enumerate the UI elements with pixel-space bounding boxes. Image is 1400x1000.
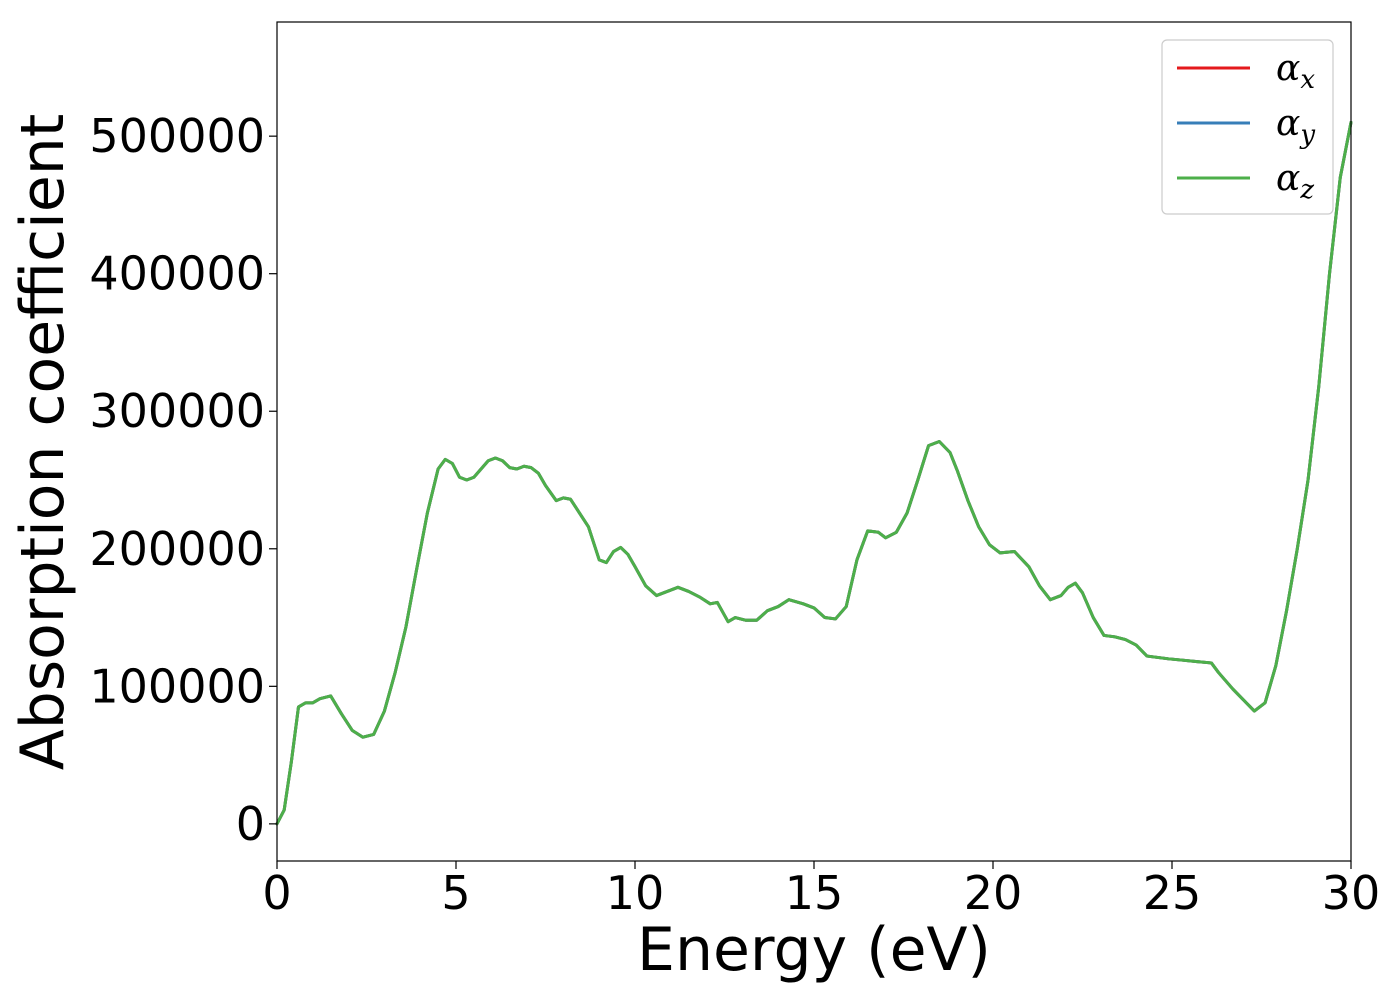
legend-label-y: αy [1276,103,1315,150]
legend-label-x: αx [1276,48,1315,95]
y-tick-label: 0 [236,797,265,851]
x-tick-label: 30 [1322,866,1381,920]
y-axis-label: Absorption coefficient [8,114,78,771]
x-tick-label: 15 [785,866,844,920]
legend-box [1161,39,1334,215]
y-tick-label: 500000 [89,109,265,163]
y-tick-label: 400000 [89,247,265,301]
x-tick-label: 5 [441,866,470,920]
series-line-z [275,120,1353,826]
x-tick-label: 25 [1143,866,1202,920]
x-tick-label: 10 [606,866,665,920]
x-axis-label: Energy (eV) [637,915,991,985]
y-axis-ticks: 0 100000 200000 300000 400000 500000 [89,109,277,851]
legend: αx αy αz [1161,39,1334,215]
x-tick-label: 20 [964,866,1023,920]
y-tick-label: 100000 [89,659,265,713]
y-tick-label: 200000 [89,522,265,576]
x-axis-ticks: 0 5 10 15 20 25 30 [262,861,1380,920]
plot-lines [275,120,1353,826]
legend-label-z: αz [1276,158,1314,205]
x-tick-label: 0 [262,866,291,920]
y-tick-label: 300000 [89,384,265,438]
